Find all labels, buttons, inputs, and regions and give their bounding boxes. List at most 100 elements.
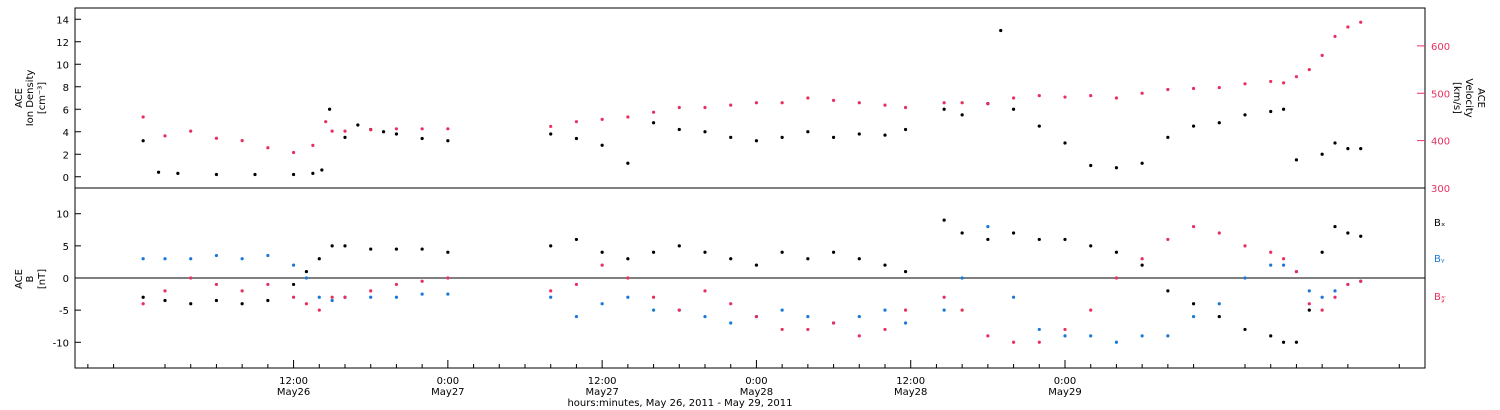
- top-point-ion-density-25: [780, 135, 784, 139]
- bottom-point-bx-19: [651, 250, 656, 254]
- top-point-ion-density-24: [754, 139, 759, 143]
- bottom-point-bz-47: [1320, 308, 1324, 312]
- top-left-tick-label-5: 10: [56, 60, 69, 71]
- bottom-point-bz-32: [986, 334, 990, 338]
- top-point-velocity-38: [1140, 91, 1144, 95]
- bottom-point-by-34: [1037, 327, 1041, 332]
- bottom-left-tick-label-1: -5: [59, 306, 69, 317]
- bottom-point-bz-50: [1359, 279, 1363, 283]
- top-point-ion-density-32: [960, 113, 964, 117]
- top-point-ion-density-17: [574, 136, 579, 141]
- top-point-ion-density-45: [1269, 109, 1273, 114]
- top-point-velocity-17: [600, 117, 604, 121]
- bottom-point-bx-10: [343, 244, 347, 248]
- bottom-point-bx-49: [1346, 231, 1350, 235]
- bottom-point-bz-13: [420, 279, 424, 283]
- bottom-point-bz-18: [626, 276, 630, 280]
- top-point-ion-density-51: [1359, 147, 1363, 151]
- bottom-point-bz-12: [394, 282, 399, 287]
- top-right-tick-label-2: 500: [1431, 89, 1450, 100]
- top-point-ion-density-48: [1320, 152, 1324, 156]
- bottom-point-bz-29: [903, 308, 908, 312]
- top-point-velocity-13: [420, 127, 424, 131]
- bottom-point-by-8: [317, 295, 321, 299]
- bottom-point-by-33: [1011, 295, 1016, 299]
- bottom-point-bx-7: [304, 269, 309, 274]
- bottom-point-bx-12: [394, 247, 399, 251]
- bottom-point-bx-15: [549, 244, 553, 248]
- top-point-velocity-18: [626, 115, 630, 119]
- x-axis-title: hours:minutes, May 26, 2011 - May 29, 20…: [567, 398, 792, 409]
- top-point-ion-density-44: [1243, 113, 1247, 117]
- top-point-ion-density-18: [600, 143, 604, 147]
- bottom-point-by-35: [1063, 334, 1067, 338]
- bottom-point-by-30: [942, 308, 946, 312]
- bottom-point-by-47: [1320, 295, 1324, 299]
- bottom-left-ylabel-3: [nT]: [37, 269, 48, 289]
- bottom-point-bx-50: [1359, 234, 1363, 238]
- top-point-velocity-23: [754, 101, 759, 105]
- bottom-point-bx-43: [1269, 334, 1273, 338]
- bottom-point-bx-41: [1217, 314, 1221, 319]
- top-left-tick-label-6: 12: [56, 38, 69, 49]
- bottom-point-bx-40: [1191, 302, 1196, 306]
- top-left-tick-label-7: 14: [56, 15, 69, 26]
- x-tick-time-2: 12:00: [588, 376, 617, 387]
- bottom-point-by-31: [960, 276, 964, 280]
- top-point-ion-density-22: [703, 130, 707, 134]
- bottom-point-bx-1: [163, 298, 167, 303]
- bottom-point-by-48: [1333, 289, 1337, 293]
- bottom-point-bx-30: [942, 218, 946, 222]
- top-point-velocity-47: [1320, 53, 1324, 57]
- top-point-velocity-9: [330, 129, 334, 133]
- bottom-point-bz-42: [1243, 244, 1247, 248]
- top-left-tick-label-3: 6: [63, 105, 69, 116]
- bottom-point-by-24: [780, 308, 784, 312]
- top-point-velocity-45: [1294, 75, 1299, 79]
- top-right-ylabel-2: Velocity: [1463, 78, 1474, 117]
- top-point-ion-density-9: [343, 135, 347, 139]
- top-point-ion-density-34: [999, 28, 1003, 33]
- bottom-point-bz-20: [677, 308, 681, 312]
- top-point-ion-density-43: [1217, 121, 1221, 125]
- bottom-point-bz-26: [831, 321, 836, 325]
- x-tick-time-1: 0:00: [437, 376, 459, 387]
- top-point-ion-density-20: [651, 121, 656, 125]
- bottom-point-bz-16: [574, 282, 579, 287]
- top-left-ylabel-2: Ion Density: [25, 70, 36, 127]
- bottom-point-bz-28: [883, 327, 887, 332]
- x-tick-date-4: May28: [894, 387, 927, 398]
- top-point-ion-density-28: [857, 132, 861, 136]
- legend-bx: Bₓ: [1434, 218, 1445, 229]
- bottom-point-by-11: [369, 295, 373, 299]
- legend-by: Bᵧ: [1434, 254, 1445, 265]
- legend-bz: B𝓏: [1434, 292, 1446, 303]
- bottom-point-bz-6: [291, 295, 296, 299]
- top-point-velocity-16: [574, 120, 579, 124]
- x-tick-time-3: 0:00: [745, 376, 767, 387]
- top-point-velocity-46: [1307, 67, 1311, 72]
- bottom-point-bz-19: [651, 295, 656, 299]
- bottom-point-bx-0: [141, 295, 145, 299]
- bottom-point-bz-49: [1346, 282, 1350, 287]
- x-tick-date-5: May29: [1048, 387, 1081, 398]
- top-right-tick-label-3: 600: [1431, 42, 1450, 53]
- bottom-point-bz-38: [1140, 257, 1144, 261]
- top-point-velocity-44: [1281, 81, 1286, 85]
- top-point-velocity-26: [831, 98, 836, 102]
- bottom-point-by-38: [1140, 334, 1144, 338]
- top-point-ion-density-50: [1346, 147, 1350, 151]
- bottom-point-bz-34: [1037, 340, 1041, 344]
- top-right-ylabel-3: [km/s]: [1451, 82, 1462, 114]
- top-point-ion-density-1: [156, 170, 161, 174]
- top-point-velocity-19: [651, 110, 656, 114]
- bottom-point-by-1: [163, 257, 167, 261]
- bottom-point-by-43: [1269, 263, 1273, 267]
- bottom-point-bz-33: [1011, 340, 1016, 344]
- bottom-point-bz-0: [141, 302, 145, 306]
- top-point-ion-density-39: [1114, 166, 1119, 170]
- top-point-ion-density-49: [1333, 141, 1337, 145]
- top-point-ion-density-0: [141, 139, 145, 143]
- top-point-ion-density-12: [381, 130, 386, 134]
